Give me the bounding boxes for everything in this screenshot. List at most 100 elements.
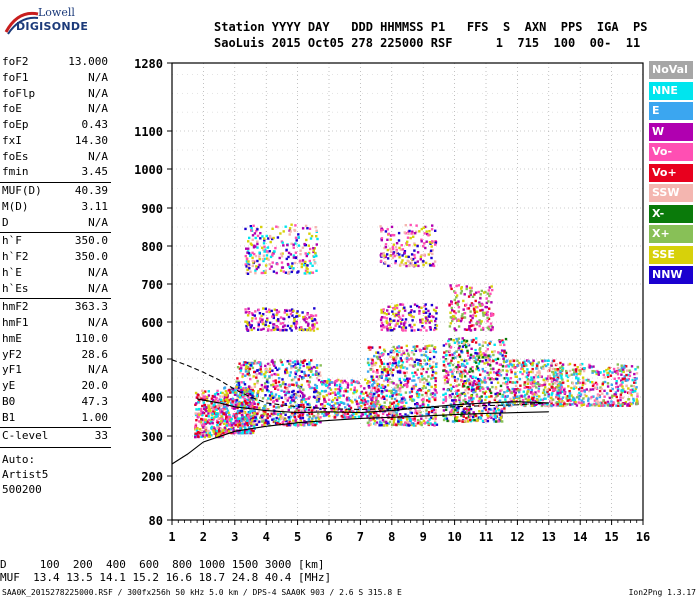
echo-point <box>369 418 373 422</box>
echo-point <box>454 419 457 422</box>
echo-point <box>237 423 240 426</box>
echo-point <box>315 385 318 388</box>
echo-point <box>297 404 301 407</box>
echo-point <box>372 378 375 382</box>
echo-point <box>306 227 309 230</box>
echo-point <box>195 402 198 405</box>
echo-point <box>388 264 391 268</box>
echo-point <box>429 364 432 368</box>
echo-point <box>558 366 562 370</box>
echo-point <box>367 384 370 388</box>
echo-point <box>269 321 272 324</box>
echo-point <box>471 384 475 387</box>
echo-point <box>282 325 285 328</box>
echo-point <box>395 366 398 369</box>
echo-point <box>404 255 408 258</box>
echo-point <box>240 364 243 367</box>
echo-point <box>250 419 254 422</box>
echo-point <box>451 363 455 367</box>
echo-point <box>267 362 270 366</box>
echo-point <box>424 320 428 323</box>
echo-point <box>548 388 551 391</box>
echo-point <box>579 386 582 390</box>
echo-point <box>207 418 211 422</box>
echo-point <box>407 312 411 315</box>
echo-point <box>413 417 416 420</box>
echo-point <box>518 377 522 381</box>
echo-point <box>482 341 485 344</box>
echo-point <box>464 398 467 401</box>
echo-point <box>201 413 204 417</box>
echo-point <box>443 376 446 379</box>
echo-point <box>216 423 219 427</box>
echo-point <box>403 371 406 375</box>
echo-point <box>270 383 273 387</box>
echo-point <box>404 391 408 394</box>
echo-point <box>258 406 261 410</box>
echo-point <box>295 311 299 315</box>
echo-point <box>380 239 383 242</box>
echo-point <box>484 305 487 309</box>
echo-point <box>295 396 298 399</box>
echo-point <box>471 295 475 298</box>
echo-point <box>468 369 472 372</box>
echo-point <box>430 303 434 307</box>
echo-point <box>416 304 419 308</box>
echo-point <box>315 390 318 393</box>
echo-point <box>569 403 572 406</box>
echo-point <box>556 376 560 380</box>
echo-point <box>546 403 549 406</box>
echo-point <box>579 363 582 367</box>
echo-point <box>549 396 553 400</box>
echo-point <box>304 408 308 411</box>
echo-point <box>304 401 307 404</box>
echo-point <box>444 398 448 401</box>
echo-point <box>217 417 220 420</box>
echo-point <box>247 370 250 373</box>
echo-point <box>266 408 269 411</box>
echo-point <box>377 378 380 381</box>
echo-point <box>532 359 535 362</box>
echo-point <box>368 381 371 384</box>
echo-point <box>568 374 571 377</box>
echo-point <box>329 388 333 391</box>
echo-point <box>371 383 375 386</box>
echo-point <box>216 434 219 438</box>
echo-point <box>261 257 265 261</box>
echo-point <box>250 429 253 432</box>
param-row: hmF2 363.3 <box>2 300 110 316</box>
echo-point <box>253 359 257 363</box>
param-row: B1 1.00 <box>2 411 110 427</box>
echo-point <box>469 329 473 332</box>
echo-point <box>355 412 358 416</box>
echo-point <box>410 232 413 235</box>
echo-point <box>308 316 311 319</box>
echo-point <box>627 398 630 401</box>
echo-point <box>449 338 453 341</box>
echo-point <box>390 349 393 352</box>
echo-point <box>478 303 481 306</box>
echo-point <box>527 371 530 374</box>
echo-point <box>583 382 587 385</box>
echo-point <box>246 365 250 369</box>
echo-point <box>305 254 308 258</box>
echo-point <box>501 393 504 397</box>
echo-point <box>503 351 506 355</box>
echo-point <box>395 423 398 427</box>
echo-point <box>457 284 460 287</box>
echo-point <box>308 363 311 366</box>
echo-point <box>393 413 396 417</box>
echo-point <box>202 422 206 425</box>
echo-point <box>240 404 244 407</box>
echo-point <box>246 328 249 332</box>
echo-point <box>394 261 397 265</box>
echo-point <box>395 393 398 396</box>
echo-point <box>424 363 427 366</box>
echo-point <box>432 264 436 268</box>
echo-point <box>381 373 384 376</box>
echo-point <box>425 230 428 233</box>
echo-point <box>205 426 208 429</box>
echo-point <box>402 263 406 266</box>
echo-point <box>290 399 294 402</box>
param-row: D N/A <box>2 216 110 232</box>
